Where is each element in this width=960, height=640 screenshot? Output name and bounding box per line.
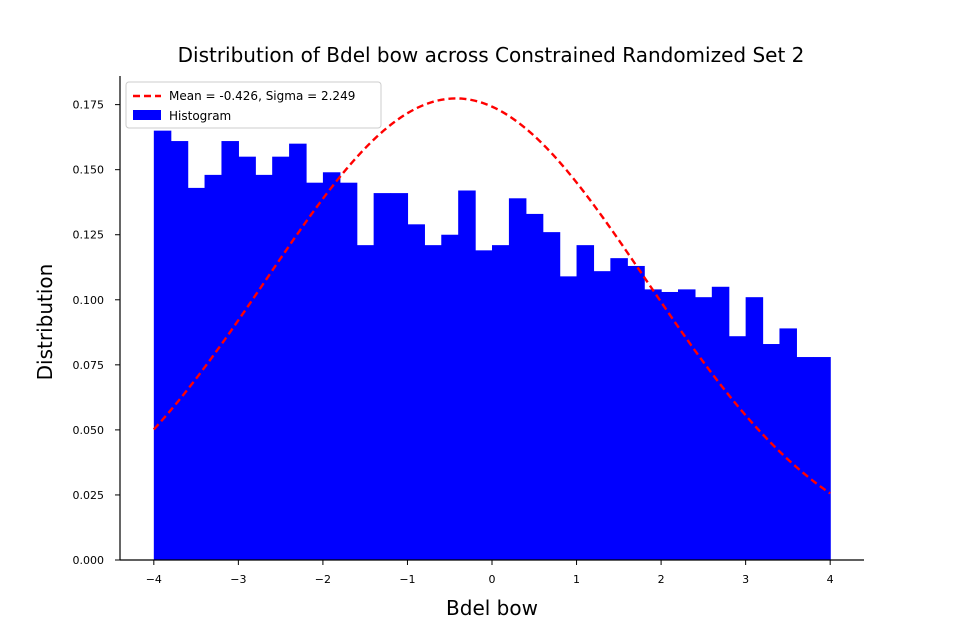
histogram-bar — [289, 143, 307, 560]
histogram-bar — [187, 187, 206, 561]
histogram-bar — [424, 245, 442, 561]
histogram-bar — [322, 172, 341, 560]
histogram-bar — [694, 297, 713, 560]
legend-box — [125, 81, 382, 129]
normal-fit-curve — [152, 97, 831, 495]
histogram-bar — [779, 328, 797, 560]
legend-histogram-label: Histogram — [169, 109, 231, 123]
x-axis-ticks: −4 −3 −2 −1 0 1 2 3 4 — [146, 560, 834, 586]
histogram-bar — [559, 276, 578, 560]
x-tick-label: 1 — [573, 573, 580, 586]
histogram-bar — [508, 198, 527, 560]
histogram-bar — [306, 182, 324, 560]
histogram-bar — [644, 289, 662, 560]
histogram-bar — [610, 258, 628, 560]
histogram-bar — [153, 130, 172, 561]
x-tick-label: 4 — [827, 573, 834, 586]
y-tick-label: 0.100 — [73, 294, 105, 307]
histogram-bar — [542, 232, 561, 560]
histogram-bar — [339, 182, 358, 560]
histogram-bar — [745, 297, 764, 560]
histogram-bar — [711, 286, 730, 560]
y-tick-label: 0.025 — [73, 489, 105, 502]
histogram-bar — [458, 190, 476, 560]
histogram-bar — [272, 156, 290, 560]
x-tick-label: 0 — [489, 573, 496, 586]
histogram-bar — [728, 336, 747, 560]
histogram-bar — [492, 245, 510, 561]
x-tick-label: −4 — [146, 573, 162, 586]
histogram-bar — [627, 265, 645, 560]
histogram-bar — [238, 156, 256, 560]
histogram-bar — [576, 245, 595, 561]
legend: Mean = -0.426, Sigma = 2.249 Histogram — [125, 81, 382, 129]
legend-fit-label: Mean = -0.426, Sigma = 2.249 — [169, 89, 355, 103]
y-tick-label: 0.150 — [73, 164, 105, 177]
x-tick-label: −1 — [399, 573, 415, 586]
histogram-bars — [153, 130, 831, 561]
histogram-bar — [390, 193, 409, 560]
histogram-bar — [441, 234, 459, 560]
histogram-bar — [356, 245, 375, 561]
y-axis-ticks: 0.000 0.025 0.050 0.075 0.100 0.125 0.150 0.175 — [73, 99, 120, 567]
histogram-bar — [762, 344, 781, 560]
y-axis-title: Distribution — [33, 264, 57, 381]
histogram-bar — [407, 224, 425, 561]
histogram-bar — [221, 141, 239, 560]
x-axis-title: Bdel bow — [446, 596, 538, 620]
histogram-bar — [475, 250, 493, 560]
histogram-bar — [170, 141, 189, 560]
histogram-bar — [593, 271, 611, 560]
x-tick-label: −3 — [230, 573, 246, 586]
legend-histogram-swatch — [133, 110, 161, 120]
chart-title: Distribution of Bdel bow across Constrai… — [178, 43, 805, 67]
histogram-bar — [661, 291, 679, 560]
x-tick-label: −2 — [315, 573, 331, 586]
y-tick-label: 0.075 — [73, 359, 105, 372]
histogram-bar — [255, 174, 273, 560]
histogram-bar — [813, 357, 831, 560]
histogram-bar — [678, 289, 696, 560]
y-tick-label: 0.050 — [73, 424, 105, 437]
histogram-bar — [525, 213, 544, 560]
y-tick-label: 0.000 — [73, 554, 105, 567]
x-tick-label: 2 — [658, 573, 665, 586]
histogram-bar — [373, 193, 392, 560]
y-tick-label: 0.125 — [73, 229, 105, 242]
y-tick-label: 0.175 — [73, 99, 105, 112]
x-tick-label: 3 — [742, 573, 749, 586]
histogram-bar — [796, 357, 814, 560]
histogram-bar — [204, 174, 223, 560]
